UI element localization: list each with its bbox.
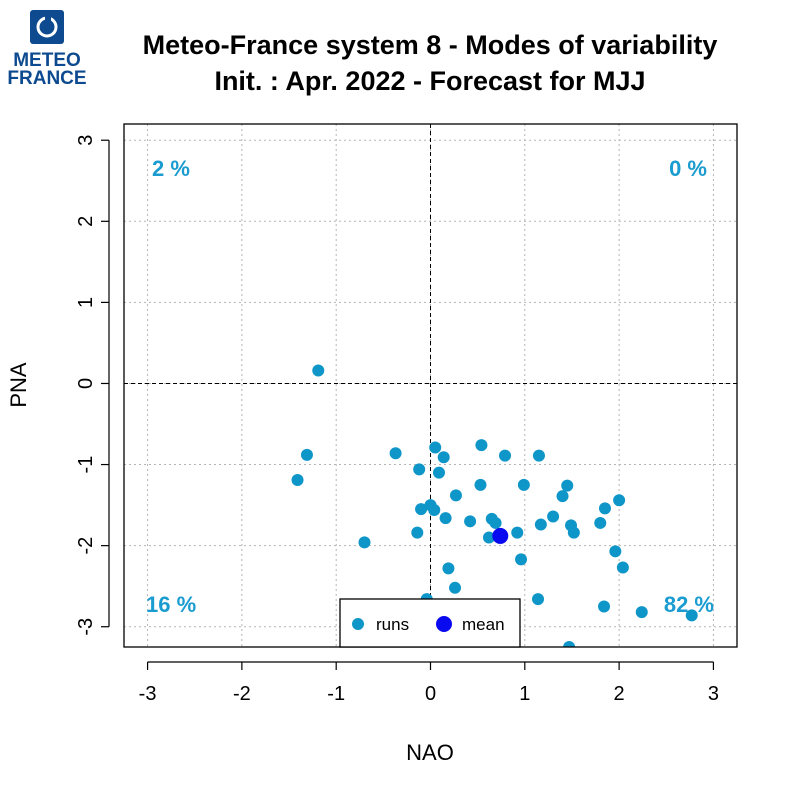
x-axis: -3 -2 -1 0 1 2 3: [139, 661, 719, 705]
run-point-17: [475, 439, 488, 452]
run-point-41: [616, 561, 629, 574]
run-point-38: [598, 600, 611, 613]
x-tick-label-6: 3: [708, 683, 719, 705]
run-point-12: [428, 503, 441, 516]
x-tick-label-1: -2: [233, 683, 251, 705]
y-tick-label-5: 2: [75, 216, 97, 227]
run-point-14: [449, 489, 462, 502]
run-point-36: [594, 516, 607, 529]
y-tick-label-6: 3: [75, 135, 97, 146]
run-point-30: [532, 593, 545, 606]
y-tick-label-1: -2: [75, 537, 97, 555]
run-point-34: [567, 526, 580, 539]
run-point-19: [464, 515, 477, 528]
run-point-9: [432, 466, 445, 479]
run-point-25: [517, 478, 530, 491]
run-point-35: [563, 641, 576, 647]
legend-runs-label: runs: [376, 615, 409, 634]
run-point-27: [532, 449, 545, 462]
x-axis-label: NAO: [406, 740, 454, 765]
run-point-28: [534, 518, 547, 531]
run-point-8: [429, 441, 442, 454]
quadrant-label-bottom-right: 82 %: [664, 592, 714, 617]
run-point-22: [489, 516, 502, 529]
legend-mean-marker: [436, 616, 452, 632]
x-tick-label-0: -3: [139, 683, 157, 705]
run-point-23: [499, 449, 512, 462]
run-point-40: [613, 494, 626, 507]
chart-title: Meteo-France system 8 - Modes of variabi…: [143, 30, 718, 60]
run-point-31: [561, 479, 574, 492]
run-point-26: [515, 553, 528, 566]
meteo-france-logo: METEO FRANCE: [7, 10, 87, 89]
legend-box: [339, 598, 521, 648]
quadrant-label-top-right: 0 %: [669, 156, 707, 181]
run-point-24: [511, 526, 524, 539]
y-tick-label-3: 0: [75, 378, 97, 389]
logo-text-line2: FRANCE: [7, 68, 86, 89]
x-tick-label-3: 0: [425, 683, 436, 705]
x-tick-label-2: -1: [327, 683, 345, 705]
y-axis-label: PNA: [6, 362, 31, 408]
run-point-4: [358, 536, 371, 549]
logo-text-line1: METEO: [13, 50, 81, 71]
x-tick-label-5: 2: [614, 683, 625, 705]
run-point-39: [609, 545, 622, 558]
zero-lines: [124, 124, 737, 647]
chart-subtitle: Init. : Apr. 2022 - Forecast for MJJ: [214, 66, 645, 96]
run-point-42: [635, 606, 648, 619]
y-tick-label-0: -3: [75, 618, 97, 636]
y-tick-label-2: -1: [75, 456, 97, 474]
data-points: [291, 364, 698, 647]
run-point-2: [291, 473, 304, 486]
mean-point: [492, 527, 509, 544]
run-point-16: [449, 581, 462, 594]
run-point-5: [413, 463, 426, 476]
legend: runs mean: [339, 598, 521, 648]
run-point-7: [411, 526, 424, 539]
run-point-20: [482, 531, 495, 544]
run-point-1: [300, 448, 313, 461]
run-point-13: [439, 512, 452, 525]
quadrant-label-bottom-left: 16 %: [146, 592, 196, 617]
run-point-37: [598, 502, 611, 515]
run-point-0: [312, 364, 325, 377]
quadrant-labels: 2 % 0 % 16 % 82 %: [146, 156, 714, 617]
y-axis: -3 -2 -1 0 1 2 3: [75, 135, 110, 636]
y-tick-label-4: 1: [75, 297, 97, 308]
run-point-32: [556, 490, 569, 503]
x-tick-label-4: 1: [519, 683, 530, 705]
run-point-15: [442, 562, 455, 575]
run-point-18: [474, 478, 487, 491]
run-point-10: [437, 451, 450, 464]
legend-mean-label: mean: [462, 615, 505, 634]
legend-runs-marker: [352, 618, 364, 630]
run-point-29: [547, 510, 560, 523]
run-point-3: [389, 447, 402, 460]
run-point-43: [685, 609, 698, 622]
run-point-6: [415, 503, 428, 516]
quadrant-label-top-left: 2 %: [152, 156, 190, 181]
